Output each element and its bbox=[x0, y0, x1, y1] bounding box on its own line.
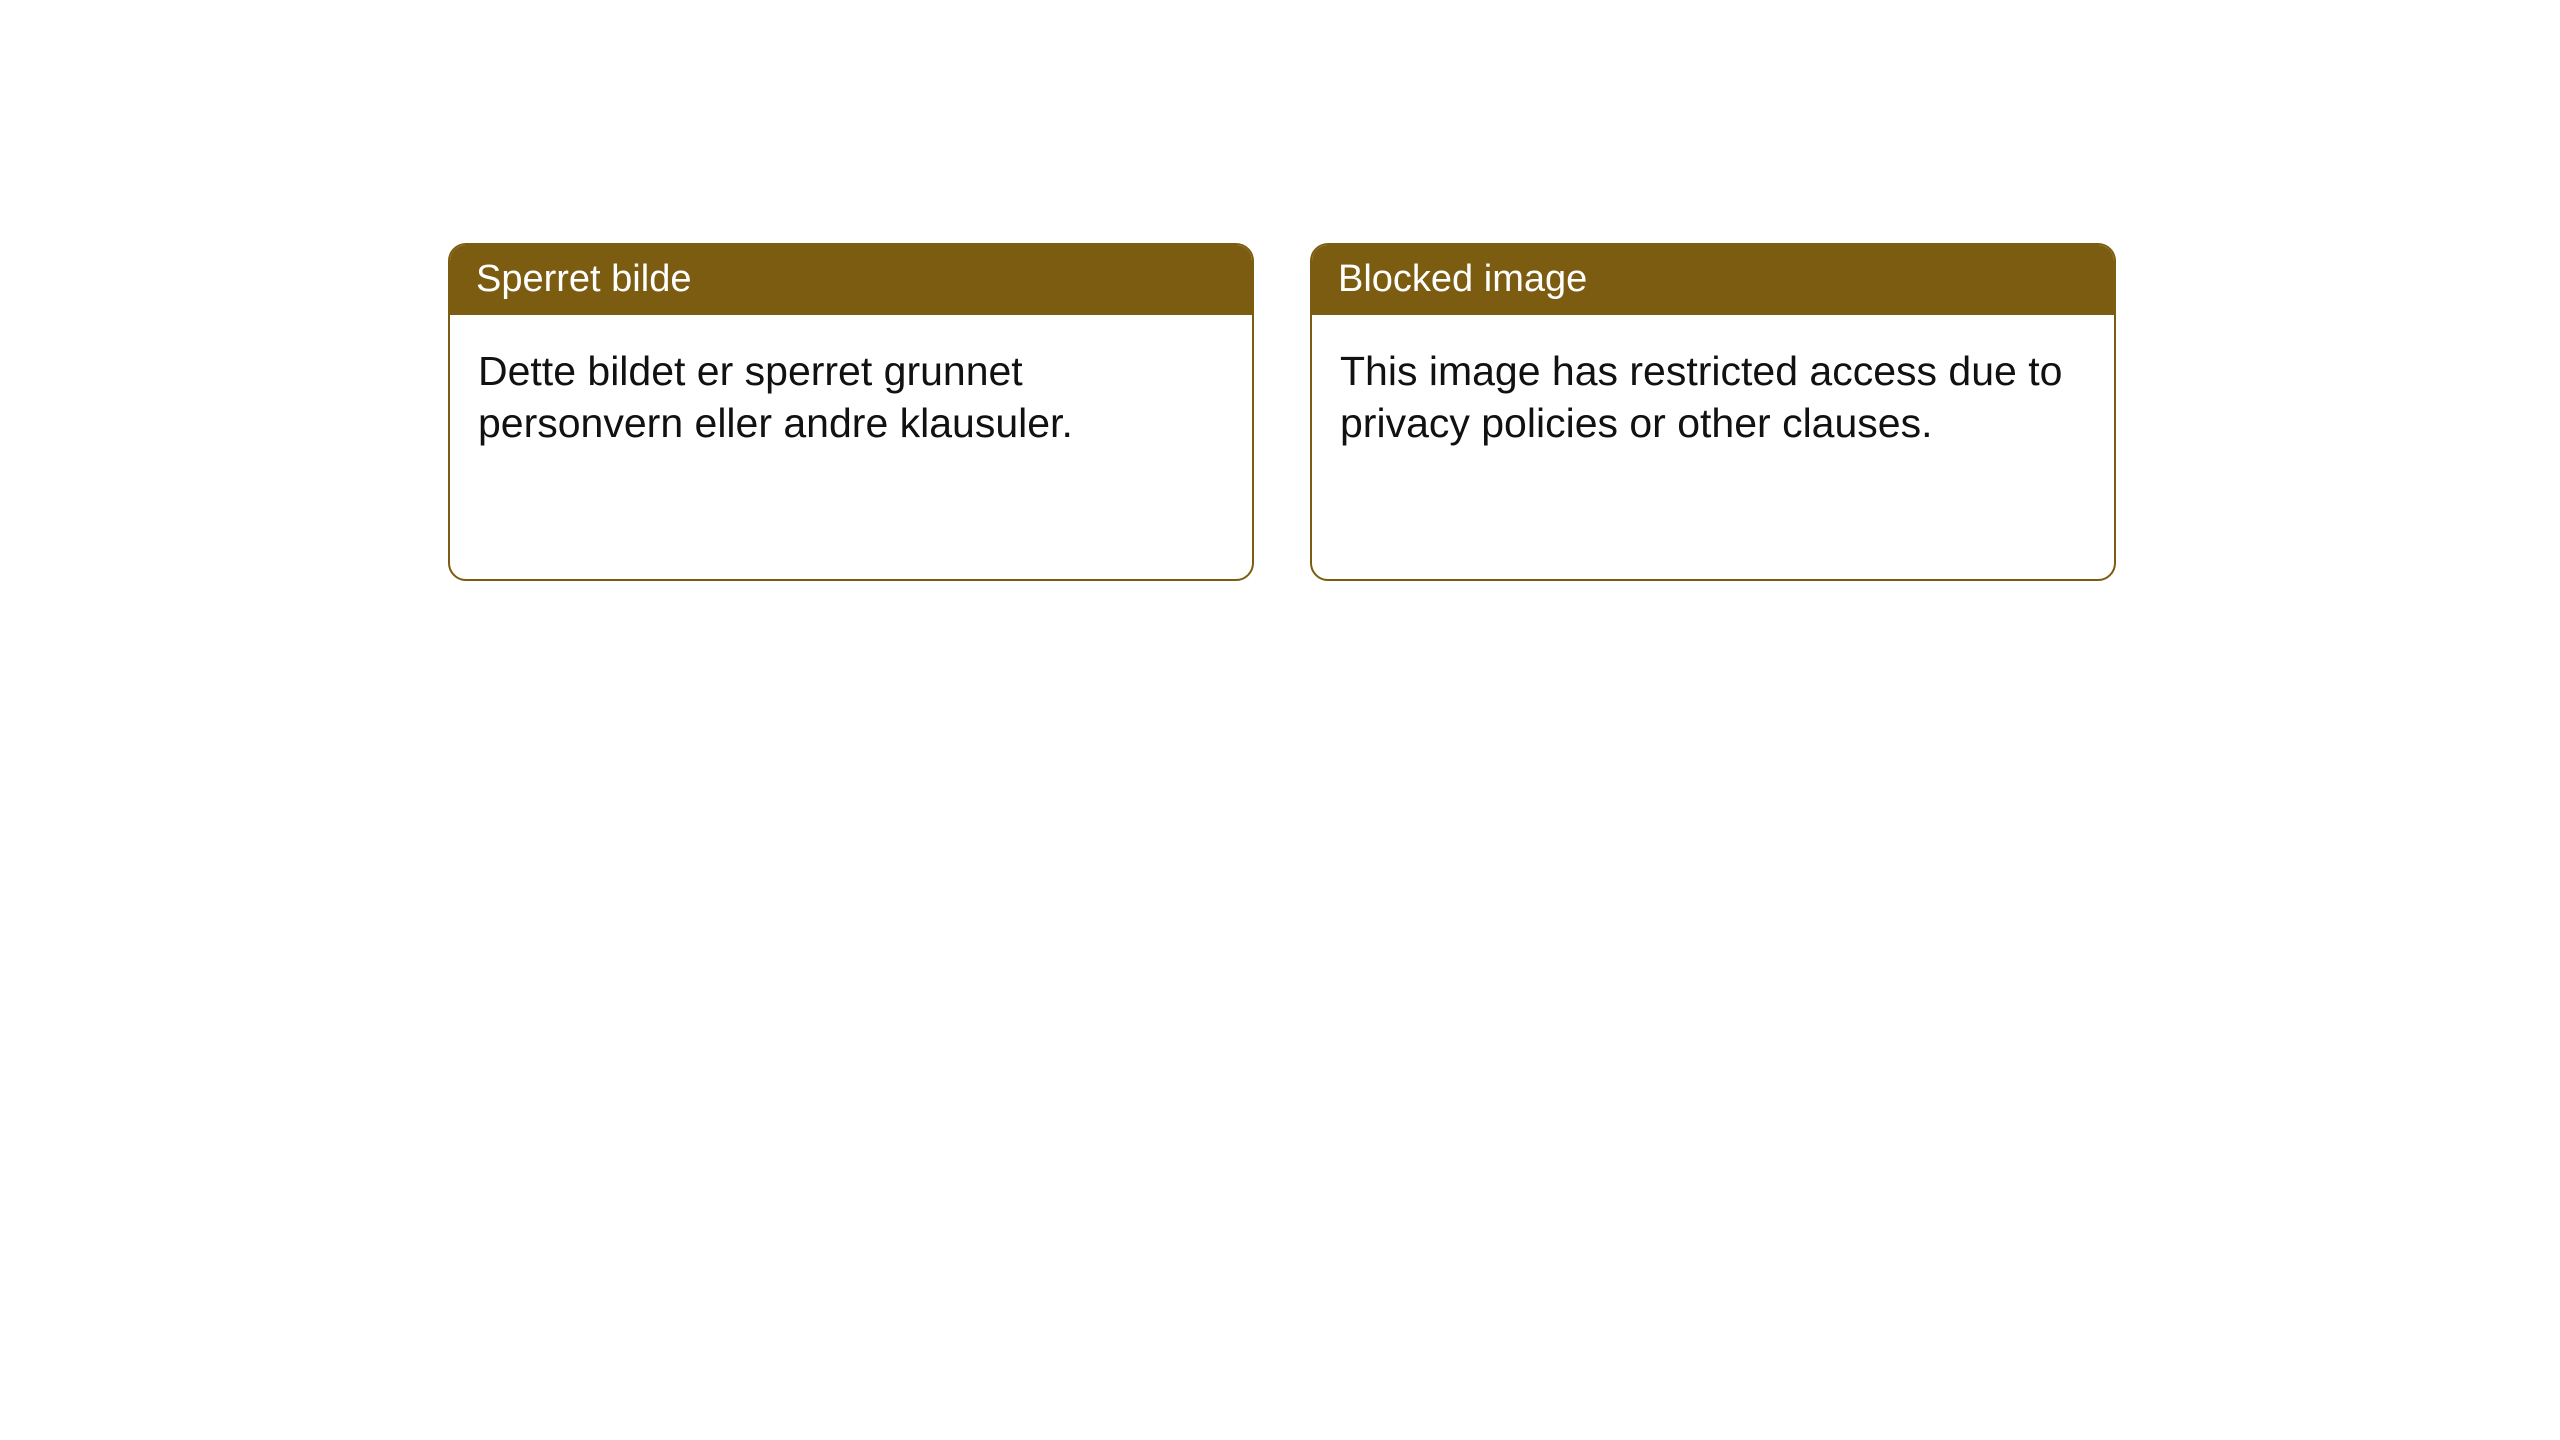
notice-card-no: Sperret bilde Dette bildet er sperret gr… bbox=[448, 243, 1254, 581]
notice-container: Sperret bilde Dette bildet er sperret gr… bbox=[0, 0, 2560, 581]
notice-card-en: Blocked image This image has restricted … bbox=[1310, 243, 2116, 581]
notice-title-no: Sperret bilde bbox=[450, 245, 1252, 315]
notice-title-en: Blocked image bbox=[1312, 245, 2114, 315]
notice-body-no: Dette bildet er sperret grunnet personve… bbox=[450, 315, 1252, 480]
notice-body-en: This image has restricted access due to … bbox=[1312, 315, 2114, 480]
